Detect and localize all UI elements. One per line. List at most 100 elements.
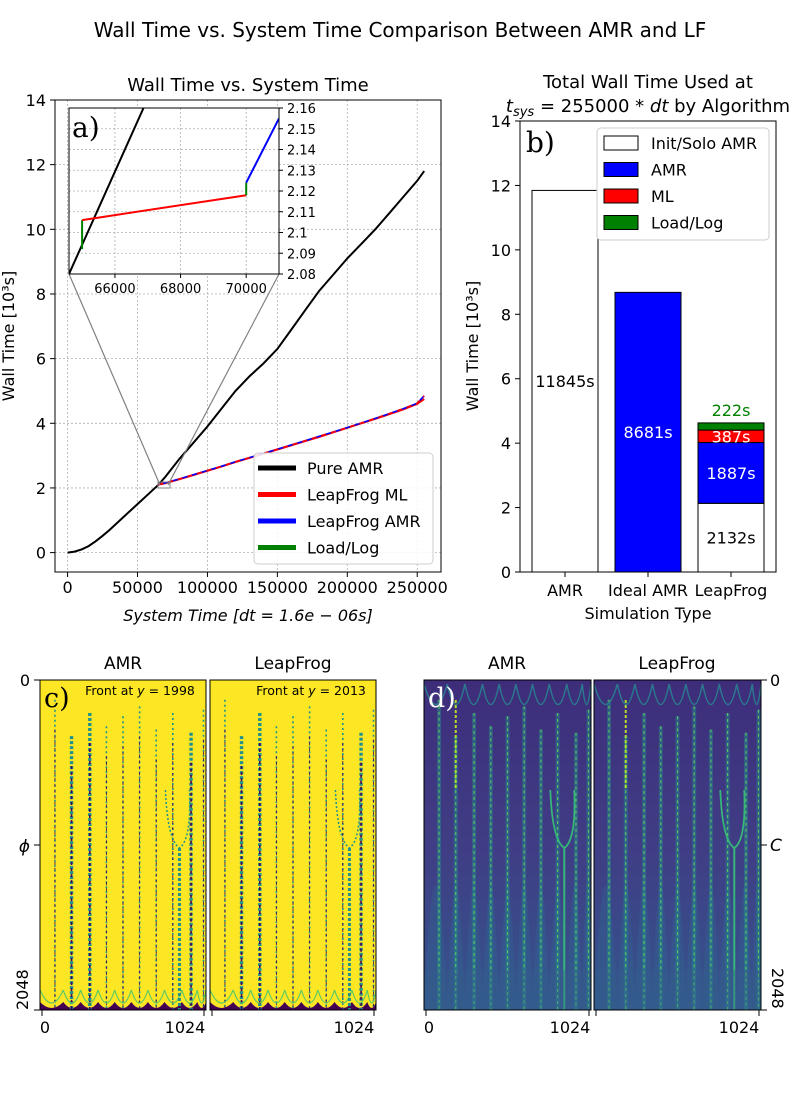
tip-arc [594,683,619,705]
y-tick-label: 2 [501,499,511,518]
tip-arc [481,683,500,706]
tip-arc [515,683,534,706]
panel-a-label: a) [72,111,100,144]
panel-d-label: d) [428,683,456,714]
panel-c-amr-note: Front at y = 1998 [85,683,195,698]
tip-arc [464,683,484,706]
tip-arc [668,683,687,706]
panel-c-amr-field [40,699,206,1010]
panel-a-xlabel: System Time [dt = 1.6e − 06s] [123,606,373,625]
panel-c-leapfrog-note: Front at y = 2013 [256,683,366,698]
cusp-edge [232,989,252,1004]
y-tick-label: 2 [36,479,46,498]
bar-value-label: 2132s [706,529,755,548]
bar-leapfrog-amr [697,442,765,504]
legend-swatch [603,188,639,204]
cusp-edge [250,989,269,1004]
cusp-edge [181,989,198,1004]
panel-c-lf-x1: 1024 [334,1018,375,1037]
figure-suptitle: Wall Time vs. System Time Comparison Bet… [94,18,707,42]
panel-c-leapfrog-frame [209,679,377,1011]
y-tick-label: 14 [26,91,46,110]
y-tick-label: 6 [36,350,46,369]
legend-swatch [603,162,639,177]
bar-amr-init-solo-amr [531,189,599,573]
title-eq: = 255000 * [534,96,650,117]
x-tick-label: 50000 [112,578,163,597]
note-value: = 2013 [316,683,366,698]
panel-c-title-amr: AMR [104,654,142,674]
cusp-edge [40,989,64,1004]
cusp-edge [80,989,99,1004]
panel-b-y-ticks: 0 2 4 6 8 10 12 14 [491,112,520,582]
panel-b-bars [531,189,765,573]
note-prefix: Front at [85,683,137,698]
legend-swatch [603,215,639,230]
panel-a-x-ticks: 0 50000 100000 150000 200000 250000 [62,572,448,597]
bottom-solid-region [210,1002,376,1010]
cell-bulge [424,885,448,1010]
panel-c-field-label: ϕ [19,837,30,857]
inset-connector-right [167,273,280,486]
panel-c-leapfrog-field [210,699,376,1010]
inset-y-tick-label: 2.14 [287,144,316,159]
inset-x-tick-label: 66000 [94,282,135,297]
panel-c: AMR LeapFrog c) Front at y = 1998 Front … [13,654,377,1037]
bottom-solid-region [40,1002,206,1010]
inset-y-tick-label: 2.09 [287,247,316,262]
legend-label: Load/Log [651,214,723,233]
panel-c-amr-x1: 1024 [165,1018,206,1037]
bar-ideal-amr-amr [614,291,682,573]
panel-b-bar-labels: 11845s 8681s 2132s 1887s 387s 222s [535,372,755,547]
cell-bulge [594,885,618,1010]
y-tick-label: 10 [491,241,511,260]
y-tick-label: 4 [501,434,511,453]
tip-arc [651,683,670,706]
cusp-edge [284,989,302,1004]
tip-arc [581,683,591,706]
cusp-edge [147,989,166,1004]
bottom-band [424,970,591,1010]
panel-d-y-bottom: 2048 [768,968,787,1009]
inset-x-tick-label: 70000 [226,282,267,297]
panel-d-field-label: C [770,836,782,856]
y-tick-label: 8 [501,305,511,324]
title-dt: dt [650,96,669,117]
panel-a-frame [54,99,442,573]
panel-a-title: Wall Time vs. System Time [127,75,369,96]
panel-d-amr-frame [423,679,592,1011]
panel-d-y-top: 0 [770,671,780,690]
panel-a-lines [67,170,426,554]
y-tick-label: 12 [26,156,46,175]
cusp-edge [351,989,368,1004]
panel-b-x-ticks: AMR Ideal AMR LeapFrog [547,572,767,600]
x-tick-label: Ideal AMR [608,581,688,600]
cusp-edge [300,989,319,1004]
panel-d-leapfrog-field [594,683,761,1010]
cell-bulge [736,885,753,1010]
x-tick-label: 200000 [317,578,378,597]
inset-y-tick-label: 2.15 [287,123,316,138]
cusp-edge [130,989,149,1004]
bar-value-label: 11845s [535,372,594,391]
x-tick-label: 250000 [387,578,448,597]
legend-label: ML [651,187,674,206]
tip-arc [566,683,583,706]
note-var: y [307,683,316,698]
inset-y-tick-label: 2.12 [287,185,316,200]
panel-d: AMR LeapFrog d) 0 C 2048 0 1024 1024 [423,654,787,1037]
panel-a-legend: Pure AMR LeapFrog ML LeapFrog AMR Load/Log [253,452,434,565]
bar-value-label: 222s [712,401,751,420]
panel-d-amr-x0: 0 [424,1018,434,1037]
inset-y-tick-label: 2.08 [287,268,316,283]
x-tick-label: 0 [62,578,72,597]
inset-lines [69,108,279,274]
x-tick-label: LeapFrog [695,581,768,600]
legend-label: Init/Solo AMR [651,134,757,153]
note-prefix: Front at [256,683,308,698]
legend-swatch [603,135,639,151]
inset-y-tick-label: 2.13 [287,164,316,179]
panel-c-y-top: 0 [20,671,30,690]
tip-arc [498,683,517,706]
